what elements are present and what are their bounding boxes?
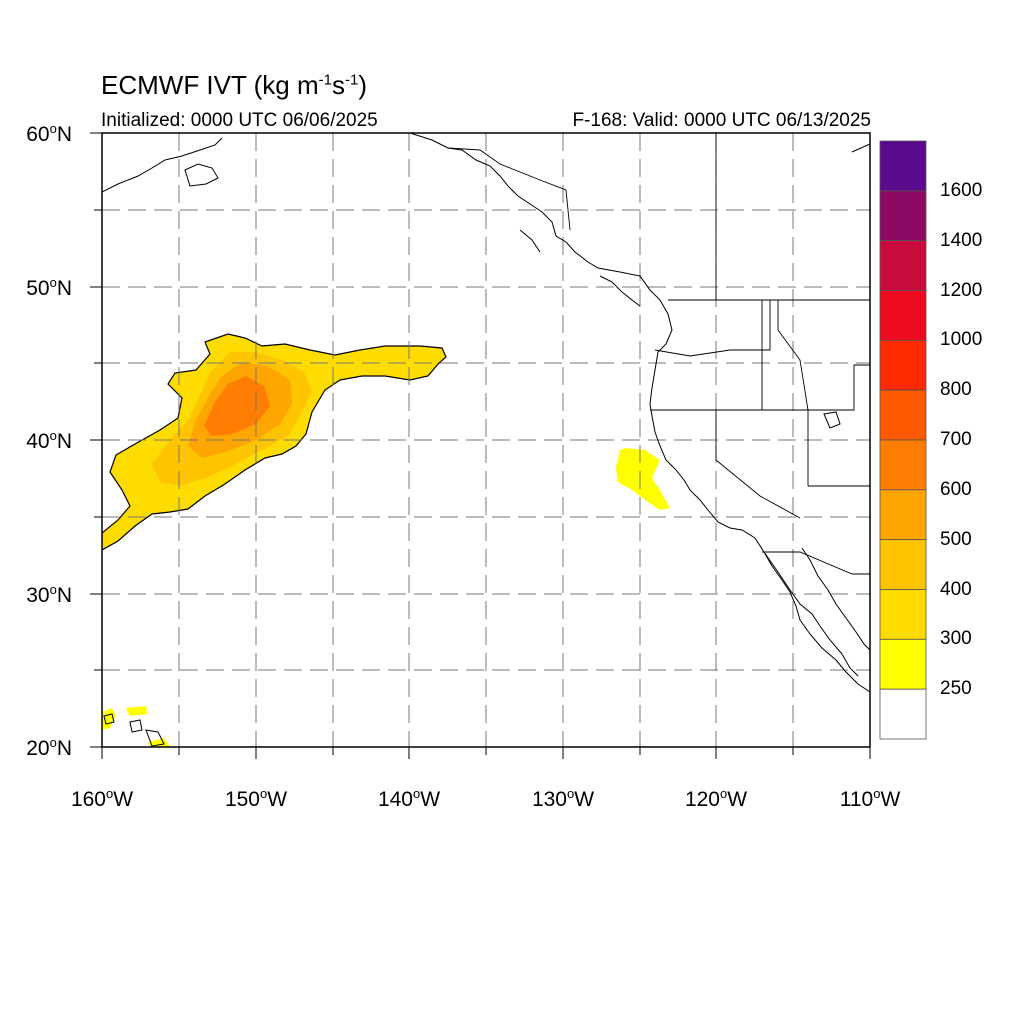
colorbar-swatch bbox=[879, 439, 927, 491]
colorbar-label: 600 bbox=[940, 478, 972, 500]
colorbar-swatch bbox=[879, 589, 927, 640]
ivt-plume-hawaii bbox=[102, 706, 170, 747]
lon-label-120: 120oW bbox=[684, 786, 748, 811]
ivt-plume-coastal bbox=[616, 448, 670, 510]
map-title: ECMWF IVT (kg m-1s-1) bbox=[101, 70, 367, 100]
colorbar-label: 1200 bbox=[940, 279, 983, 301]
colorbar-swatch bbox=[879, 339, 927, 391]
colorbar-swatch bbox=[879, 290, 927, 341]
graticule bbox=[102, 133, 870, 747]
colorbar-swatch bbox=[879, 489, 927, 541]
lon-label-110: 110oW bbox=[839, 786, 901, 811]
lon-label-140: 140oW bbox=[377, 786, 441, 811]
colorbar-label: 1000 bbox=[940, 329, 983, 351]
valid-time-label: F-168: Valid: 0000 UTC 06/13/2025 bbox=[572, 110, 871, 131]
coastline bbox=[102, 133, 870, 747]
colorbar-swatch bbox=[879, 539, 927, 590]
colorbar-swatch bbox=[879, 638, 927, 690]
colorbar-label: 250 bbox=[940, 678, 972, 700]
lat-label-60: 60oN bbox=[26, 121, 72, 146]
colorbar-swatch bbox=[879, 389, 927, 441]
lon-label-150: 150oW bbox=[224, 786, 288, 811]
lat-label-40: 40oN bbox=[26, 428, 72, 453]
tick-marks bbox=[90, 132, 871, 759]
lon-label-160: 160oW bbox=[70, 786, 134, 811]
lat-label-30: 30oN bbox=[26, 582, 72, 607]
colorbar-label: 1600 bbox=[940, 179, 983, 201]
lon-label-130: 130oW bbox=[531, 786, 595, 811]
colorbar-swatch bbox=[879, 140, 927, 192]
colorbar-label: 400 bbox=[940, 578, 972, 600]
lat-label-50: 50oN bbox=[26, 275, 72, 300]
colorbar-label: 800 bbox=[940, 379, 972, 401]
colorbar-label: 1400 bbox=[940, 229, 983, 251]
colorbar bbox=[879, 140, 927, 740]
colorbar-label: 700 bbox=[940, 429, 972, 450]
colorbar-label: 300 bbox=[940, 628, 972, 650]
initialized-label: Initialized: 0000 UTC 06/06/2025 bbox=[101, 110, 378, 131]
colorbar-swatch bbox=[879, 240, 927, 291]
colorbar-swatch bbox=[879, 190, 927, 242]
ivt-plume-600 bbox=[204, 376, 270, 436]
colorbar-swatch bbox=[879, 688, 927, 740]
state-borders bbox=[447, 133, 870, 575]
colorbar-label: 500 bbox=[940, 528, 972, 550]
lat-label-20: 20oN bbox=[26, 735, 72, 760]
